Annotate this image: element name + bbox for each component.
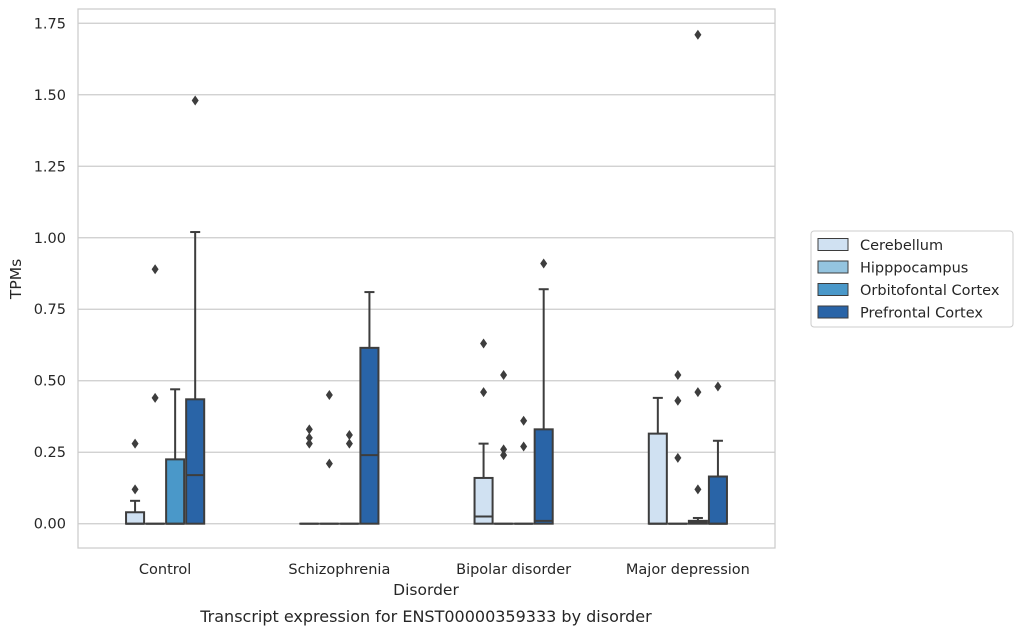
outlier-point (345, 430, 353, 441)
x-tick-labels: Control Schizophrenia Bipolar disorder Majo… (139, 562, 750, 578)
outlier-point (305, 438, 313, 449)
box-hipppocampus (667, 370, 688, 525)
outlier-point (540, 258, 548, 269)
outlier-point (714, 381, 722, 392)
legend: Cerebellum Hipppocampus Orbitofontal Corte… (810, 230, 1014, 328)
box-iqr (359, 346, 380, 525)
box-cerebellum (647, 396, 668, 525)
outlier-point (151, 392, 159, 403)
y-axis-label: TPMs (7, 259, 25, 300)
outlier-point (131, 438, 139, 449)
outlier-point (151, 264, 159, 275)
y-tick-label: 1.25 (34, 159, 66, 175)
legend-label: Cerebellum (860, 238, 943, 254)
box-iqr (533, 428, 554, 525)
legend-swatch (817, 305, 849, 319)
box-groups (125, 29, 728, 525)
box-iqr (647, 432, 668, 525)
outlier-point (520, 441, 528, 452)
y-tick-label: 0.75 (34, 302, 66, 318)
box-orbitofontal-cortex (339, 430, 360, 525)
box-prefrontal-cortex (533, 258, 554, 525)
outlier-point (305, 432, 313, 443)
box-iqr (707, 475, 728, 525)
y-tick-label: 1.75 (34, 16, 66, 32)
box-orbitofontal-cortex (513, 415, 534, 525)
y-tick-label: 0.00 (34, 517, 66, 533)
box-cerebellum (125, 438, 146, 525)
box-orbitofontal-cortex (165, 388, 186, 525)
legend-swatch (817, 238, 849, 251)
x-axis-label: Disorder (393, 581, 459, 599)
y-tick-label: 1.50 (34, 88, 66, 104)
box-hipppocampus (319, 390, 340, 525)
outlier-point (480, 338, 488, 349)
box-cerebellum (299, 424, 320, 525)
box-prefrontal-cortex (359, 291, 380, 525)
chart-caption: Transcript expression for ENST0000035933… (199, 607, 652, 626)
outlier-point (500, 444, 508, 455)
legend-swatch (817, 283, 849, 296)
outlier-point (131, 484, 139, 495)
legend-frame (810, 230, 1014, 328)
y-tick-labels: 0.00 0.25 0.50 0.75 1.00 1.25 1.50 1.75 (34, 16, 66, 532)
plot-frame (77, 8, 776, 549)
outlier-point (325, 458, 333, 469)
outlier-point (191, 95, 199, 106)
outlier-point (500, 370, 508, 381)
legend-label: Prefrontal Cortex (860, 306, 983, 322)
box-hipppocampus (493, 370, 514, 525)
box-hipppocampus (145, 264, 166, 525)
box-cerebellum (473, 338, 494, 525)
y-tick-label: 0.25 (34, 445, 66, 461)
x-tick-label: Bipolar disorder (456, 562, 571, 578)
x-tick-label: Schizophrenia (288, 562, 390, 578)
outlier-point (694, 484, 702, 495)
x-tick-label: Control (139, 562, 191, 578)
box-orbitofontal-cortex (687, 29, 708, 525)
outlier-point (325, 390, 333, 401)
box-iqr (165, 458, 186, 525)
outlier-point (674, 452, 682, 463)
outlier-point (345, 438, 353, 449)
legend-label: Hipppocampus (860, 261, 968, 277)
box-prefrontal-cortex (707, 381, 728, 525)
y-tick-label: 1.00 (34, 231, 66, 247)
outlier-point (694, 387, 702, 398)
box-iqr (125, 511, 146, 525)
outlier-point (694, 29, 702, 40)
legend-swatch (817, 260, 849, 274)
outlier-point (500, 450, 508, 461)
outlier-point (674, 370, 682, 381)
y-tick-label: 0.50 (34, 374, 66, 390)
legend-label: Orbitofontal Cortex (860, 283, 1000, 299)
outlier-point (305, 424, 313, 435)
box-prefrontal-cortex (185, 95, 206, 525)
x-tick-label: Major depression (626, 562, 750, 578)
outlier-point (520, 415, 528, 426)
outlier-point (480, 387, 488, 398)
box-iqr (473, 476, 494, 525)
box-iqr (185, 398, 206, 525)
outlier-point (674, 395, 682, 406)
